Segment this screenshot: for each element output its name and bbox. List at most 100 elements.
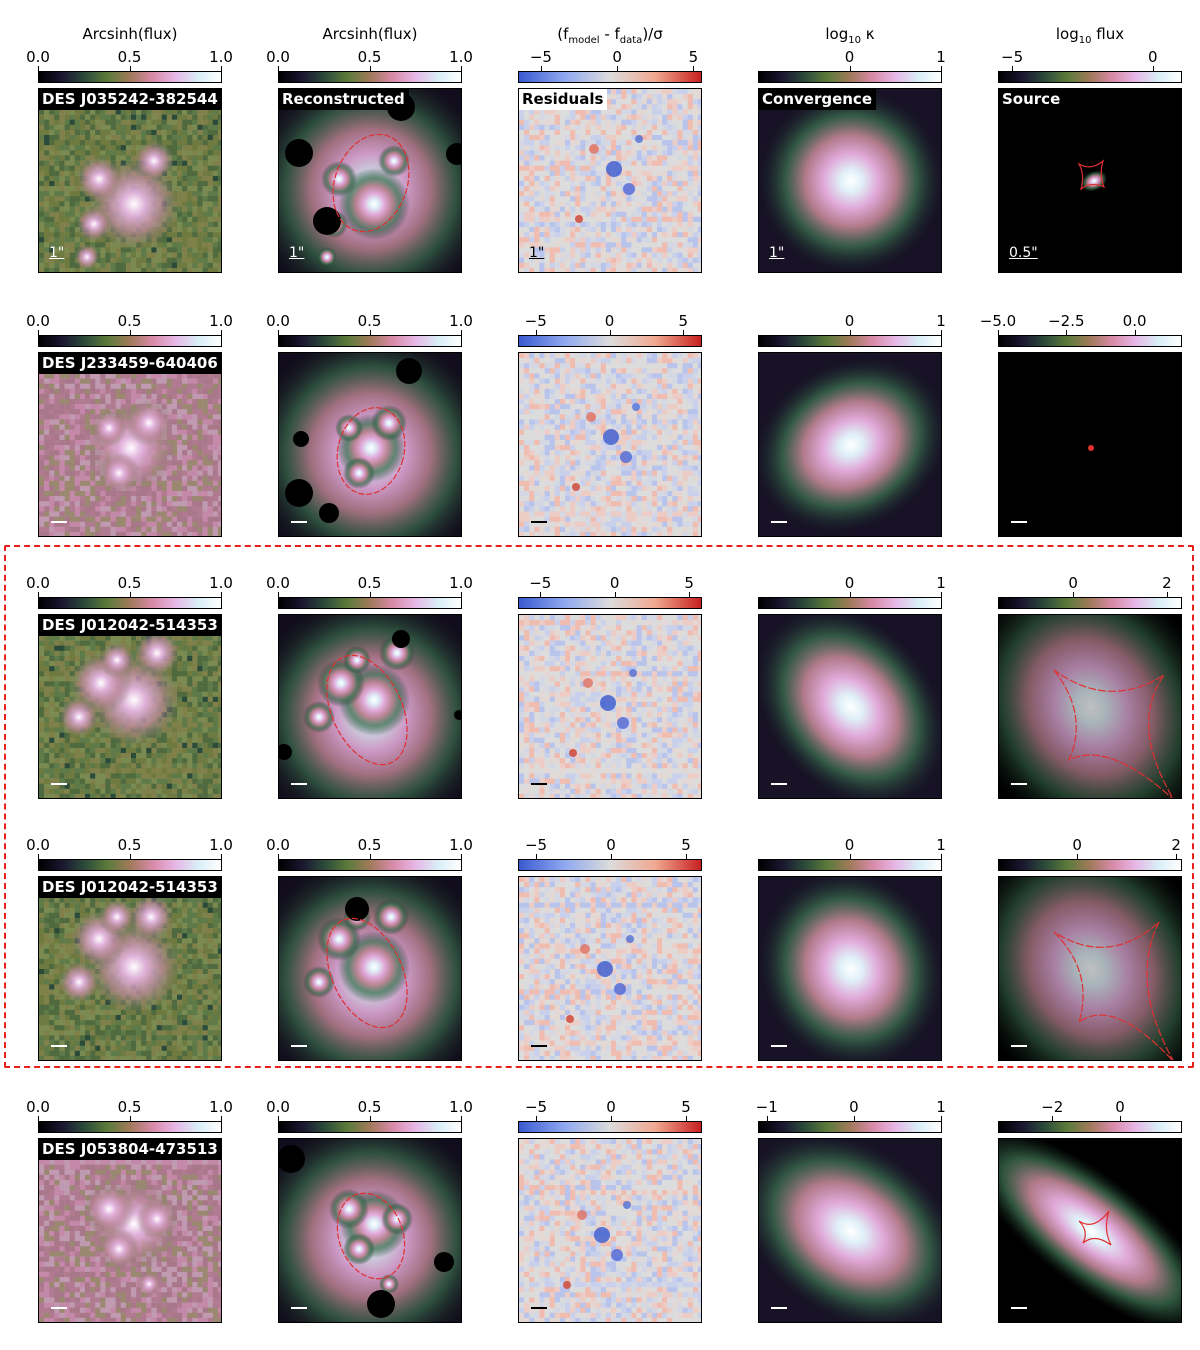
noise-pixel [115, 114, 122, 120]
noise-pixel [69, 216, 76, 223]
noise-pixel [197, 186, 203, 192]
noise-pixel [559, 388, 566, 395]
noise-pixel [207, 191, 214, 197]
noise-pixel [166, 501, 173, 507]
noise-pixel [636, 237, 642, 243]
noise-pixel [554, 496, 561, 502]
noise-pixel [120, 262, 127, 269]
noise-pixel [621, 140, 627, 146]
noise-pixel [192, 526, 198, 533]
noise-pixel [197, 196, 203, 202]
noise-pixel [197, 378, 203, 384]
noise-pixel [687, 114, 694, 120]
noise-pixel [559, 434, 566, 441]
noise-pixel [636, 104, 642, 110]
noise-pixel [524, 450, 530, 456]
noise-pixel [636, 434, 642, 441]
noise-pixel [662, 99, 668, 105]
noise-pixel [49, 516, 55, 522]
noise-pixel [44, 216, 50, 223]
noise-pixel [49, 460, 55, 466]
noise-pixel [600, 465, 607, 471]
noise-pixel [570, 419, 576, 425]
noise-pixel [49, 419, 55, 425]
noise-pixel [646, 232, 653, 238]
noise-pixel [110, 135, 116, 141]
noise-pixel [539, 135, 545, 141]
noise-pixel [212, 475, 219, 482]
noise-pixel [570, 119, 576, 126]
noise-pixel [529, 465, 535, 471]
noise-pixel [166, 388, 173, 395]
noise-pixel [212, 445, 219, 451]
noise-pixel [621, 511, 627, 517]
noise-pixel [692, 211, 699, 218]
noise-pixel [697, 242, 701, 248]
noise-pixel [570, 506, 576, 512]
noise-pixel [631, 124, 637, 131]
noise-pixel [95, 521, 101, 528]
noise-pixel [549, 419, 556, 425]
noise-pixel [100, 145, 106, 151]
noise-pixel [539, 485, 545, 492]
noise-pixel [141, 383, 147, 390]
noise-pixel [585, 491, 591, 497]
noise-pixel [544, 353, 550, 359]
noise-pixel [217, 242, 221, 248]
noise-pixel [182, 232, 188, 238]
noise-pixel [611, 237, 617, 243]
noise-pixel [565, 150, 571, 156]
noise-pixel [651, 129, 658, 136]
noise-pixel [136, 516, 142, 522]
noise-pixel [605, 409, 612, 415]
noise-pixel [554, 399, 561, 405]
noise-pixel [85, 496, 91, 502]
noise-pixel [207, 516, 214, 522]
mask-region [285, 479, 313, 507]
noise-pixel [207, 429, 214, 436]
noise-pixel [580, 501, 586, 507]
noise-pixel [590, 262, 596, 269]
noise-pixel [161, 257, 168, 264]
noise-pixel [207, 232, 214, 238]
noise-pixel [59, 501, 65, 507]
noise-pixel [146, 491, 152, 497]
noise-pixel [44, 414, 50, 420]
noise-pixel [595, 232, 602, 238]
noise-pixel [657, 170, 663, 177]
noise-pixel [636, 506, 642, 512]
noise-pixel [539, 206, 545, 212]
noise-pixel [605, 526, 612, 533]
noise-pixel [115, 399, 122, 405]
noise-pixel [554, 252, 561, 258]
noise-pixel [692, 89, 699, 95]
noise-pixel [151, 388, 157, 395]
noise-pixel [115, 501, 122, 507]
noise-pixel [192, 175, 198, 182]
noise-pixel [187, 393, 193, 400]
noise-pixel [605, 485, 612, 492]
noise-pixel [182, 480, 188, 487]
noise-pixel [636, 450, 642, 456]
noise-pixel [585, 419, 591, 425]
noise-pixel [534, 181, 540, 187]
noise-pixel [177, 191, 183, 197]
noise-pixel [595, 247, 602, 253]
noise-pixel [74, 501, 81, 507]
noise-pixel [697, 99, 701, 105]
noise-pixel [636, 267, 642, 272]
noise-pixel [595, 150, 602, 156]
noise-pixel [667, 201, 673, 207]
noise-pixel [611, 181, 617, 187]
noise-pixel [544, 232, 550, 238]
noise-pixel [682, 150, 688, 156]
noise-pixel [626, 526, 632, 533]
noise-pixel [590, 216, 596, 223]
noise-pixel [131, 114, 137, 120]
noise-pixel [69, 206, 76, 212]
noise-pixel [554, 206, 561, 212]
noise-pixel [192, 247, 198, 253]
noise-pixel [54, 262, 60, 269]
noise-pixel [570, 191, 576, 197]
noise-pixel [626, 109, 632, 115]
